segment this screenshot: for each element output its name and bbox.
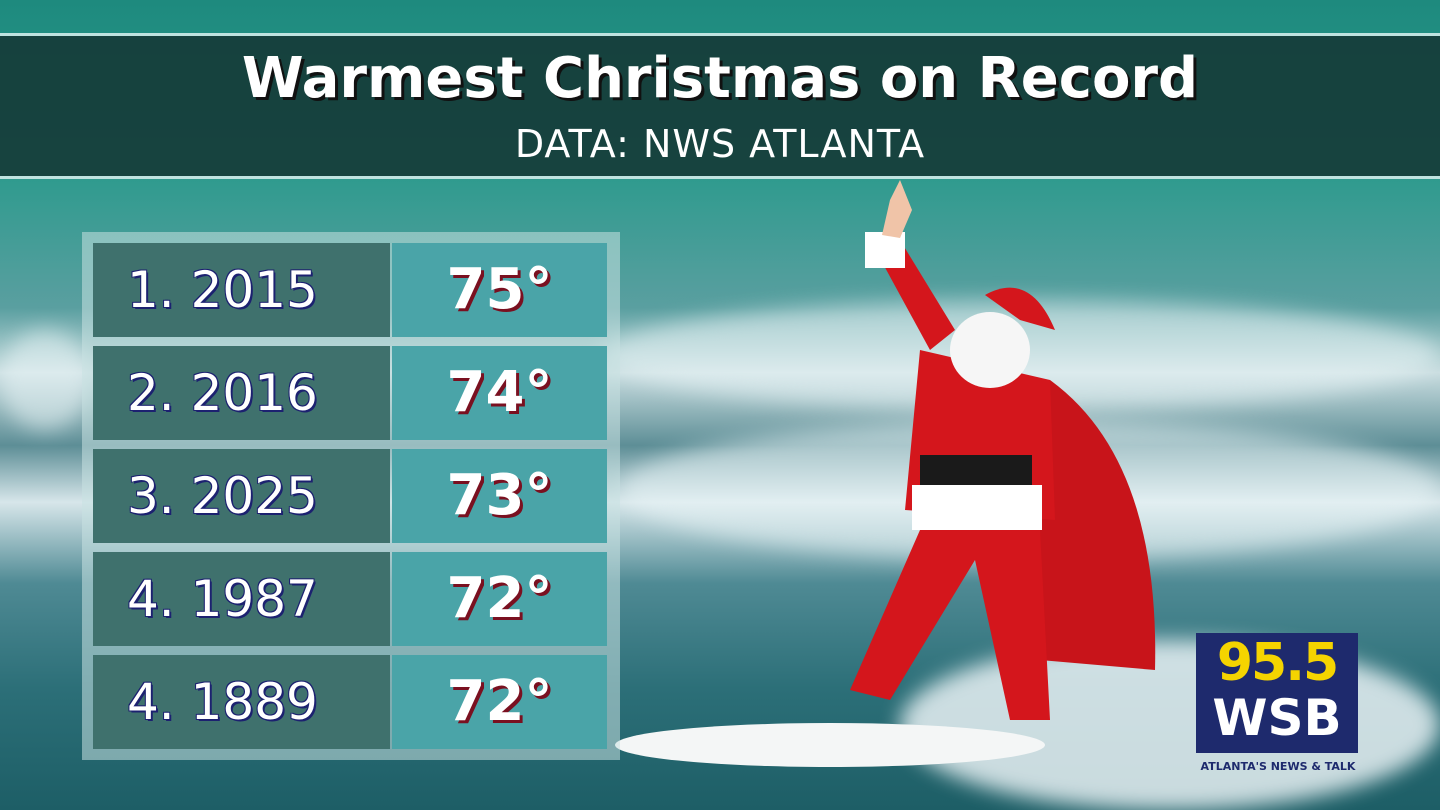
rank-year: 3. 2025 bbox=[93, 449, 390, 543]
table-row: 4. 1889 72° bbox=[93, 655, 607, 749]
temperature: 72° bbox=[392, 655, 607, 749]
temperature: 72° bbox=[392, 552, 607, 646]
subtitle: DATA: NWS ATLANTA bbox=[514, 122, 926, 166]
rank-year: 2. 2016 bbox=[93, 346, 390, 440]
logo-frequency: 95.5 bbox=[1216, 633, 1339, 693]
temperature: 74° bbox=[392, 346, 607, 440]
title: Warmest Christmas on Record bbox=[241, 46, 1199, 111]
coat-trim bbox=[912, 485, 1042, 530]
table-row: 3. 2025 73° bbox=[93, 449, 607, 543]
rank-year: 1. 2015 bbox=[93, 243, 390, 337]
rank-year: 4. 1987 bbox=[93, 552, 390, 646]
trousers bbox=[850, 530, 1050, 720]
table-row: 1. 2015 75° bbox=[93, 243, 607, 337]
logo-station: WSB bbox=[1212, 689, 1342, 747]
table-row: 2. 2016 74° bbox=[93, 346, 607, 440]
logo-tagline: ATLANTA'S NEWS & TALK bbox=[1200, 760, 1356, 773]
wave bbox=[0, 330, 90, 430]
santa-surfer bbox=[615, 180, 1156, 767]
belt bbox=[920, 455, 1032, 485]
hand bbox=[882, 180, 912, 238]
header: Warmest Christmas on Record DATA: NWS AT… bbox=[0, 33, 1440, 179]
temperature: 73° bbox=[392, 449, 607, 543]
table-row: 4. 1987 72° bbox=[93, 552, 607, 646]
rank-year: 4. 1889 bbox=[93, 655, 390, 749]
temperature: 75° bbox=[392, 243, 607, 337]
cuff bbox=[865, 232, 905, 268]
beard bbox=[950, 312, 1030, 388]
sack bbox=[1020, 380, 1156, 670]
hat bbox=[985, 287, 1055, 330]
surfboard bbox=[615, 723, 1045, 767]
logo: 95.5 WSB bbox=[1196, 633, 1358, 753]
ranking-table: 1. 2015 75° 2. 2016 74° 3. 2025 73° 4. 1987 72°… bbox=[82, 232, 620, 760]
